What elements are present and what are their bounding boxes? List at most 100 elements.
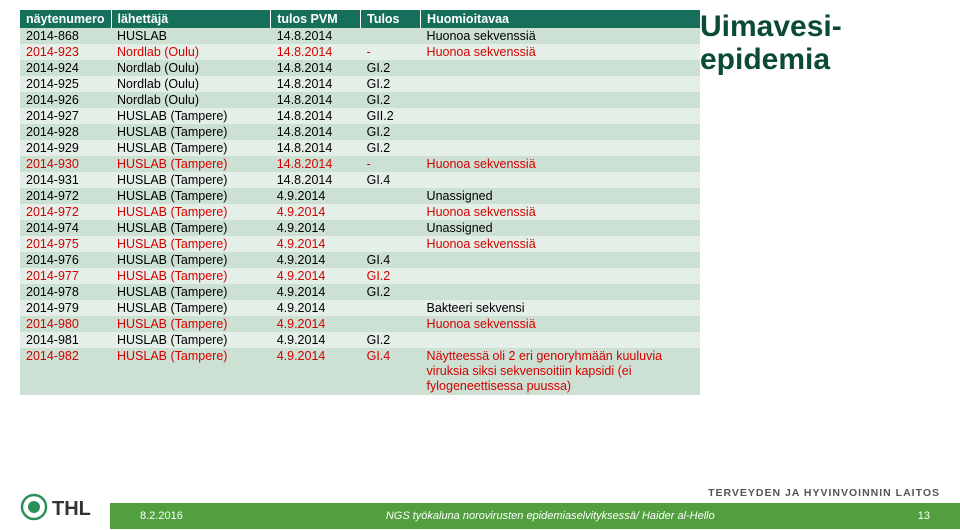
table-cell (361, 300, 421, 316)
footer-bar: 8.2.2016 NGS työkaluna norovirusten epid… (110, 503, 960, 529)
table-cell (361, 220, 421, 236)
table-cell: 2014-926 (20, 92, 111, 108)
footer-page: 13 (918, 510, 930, 522)
table-cell: HUSLAB (Tampere) (111, 172, 271, 188)
table-cell: HUSLAB (Tampere) (111, 108, 271, 124)
table-row: 2014-975HUSLAB (Tampere)4.9.2014Huonoa s… (20, 236, 700, 252)
footer-text: NGS työkaluna norovirusten epidemiaselvi… (386, 510, 715, 522)
table-cell: 2014-930 (20, 156, 111, 172)
table-row: 2014-923Nordlab (Oulu)14.8.2014-Huonoa s… (20, 44, 700, 60)
table-row: 2014-928HUSLAB (Tampere)14.8.2014GI.2 (20, 124, 700, 140)
table-cell: HUSLAB (Tampere) (111, 252, 271, 268)
table-cell (421, 252, 700, 268)
table-cell: 2014-972 (20, 188, 111, 204)
table-cell: 14.8.2014 (271, 124, 361, 140)
table-row: 2014-925Nordlab (Oulu)14.8.2014GI.2 (20, 76, 700, 92)
table-row: 2014-924Nordlab (Oulu)14.8.2014GI.2 (20, 60, 700, 76)
table-cell: 4.9.2014 (271, 284, 361, 300)
table-cell: 2014-979 (20, 300, 111, 316)
table-cell: 4.9.2014 (271, 348, 361, 395)
table-cell: Bakteeri sekvensi (421, 300, 700, 316)
table-cell: 2014-868 (20, 28, 111, 44)
table-cell: HUSLAB (Tampere) (111, 332, 271, 348)
table-cell: 2014-978 (20, 284, 111, 300)
table-cell: 4.9.2014 (271, 220, 361, 236)
table-cell: HUSLAB (Tampere) (111, 268, 271, 284)
table-cell: - (361, 156, 421, 172)
table-cell (361, 236, 421, 252)
table-cell: Huonoa sekvenssiä (421, 236, 700, 252)
table-cell (421, 108, 700, 124)
table-cell (421, 140, 700, 156)
th-tulospvm: tulos PVM (271, 10, 361, 28)
table-row: 2014-977HUSLAB (Tampere)4.9.2014GI.2 (20, 268, 700, 284)
table-cell: 2014-929 (20, 140, 111, 156)
table-cell: 2014-974 (20, 220, 111, 236)
table-cell (421, 60, 700, 76)
table-cell: Unassigned (421, 220, 700, 236)
table-row: 2014-931HUSLAB (Tampere)14.8.2014GI.4 (20, 172, 700, 188)
table-cell: GI.2 (361, 76, 421, 92)
footer-date: 8.2.2016 (140, 510, 183, 522)
table-cell: GI.2 (361, 268, 421, 284)
table-cell: GI.2 (361, 92, 421, 108)
table-row: 2014-926Nordlab (Oulu)14.8.2014GI.2 (20, 92, 700, 108)
table-cell (361, 204, 421, 220)
table-cell: 2014-928 (20, 124, 111, 140)
table-cell: Näytteessä oli 2 eri genoryhmään kuuluvi… (421, 348, 700, 395)
table-row: 2014-929HUSLAB (Tampere)14.8.2014GI.2 (20, 140, 700, 156)
table-cell: 14.8.2014 (271, 60, 361, 76)
table-cell: HUSLAB (Tampere) (111, 220, 271, 236)
table-row: 2014-980HUSLAB (Tampere)4.9.2014Huonoa s… (20, 316, 700, 332)
table-cell: 14.8.2014 (271, 44, 361, 60)
table-cell (421, 268, 700, 284)
table-cell (361, 28, 421, 44)
table-row: 2014-927HUSLAB (Tampere)14.8.2014GII.2 (20, 108, 700, 124)
table-cell (421, 284, 700, 300)
table-cell: GI.2 (361, 284, 421, 300)
table-cell: 2014-975 (20, 236, 111, 252)
table-cell: Huonoa sekvenssiä (421, 44, 700, 60)
title-line2: epidemia (700, 43, 830, 76)
table-cell: 14.8.2014 (271, 108, 361, 124)
table-cell: 4.9.2014 (271, 268, 361, 284)
table-cell: HUSLAB (Tampere) (111, 156, 271, 172)
th-naytenumero: näytenumero (20, 10, 111, 28)
table-cell (421, 172, 700, 188)
table-cell: GI.2 (361, 332, 421, 348)
table-cell (361, 188, 421, 204)
table-cell: 2014-977 (20, 268, 111, 284)
table-cell: 2014-931 (20, 172, 111, 188)
table-cell: GI.2 (361, 124, 421, 140)
table-cell: 4.9.2014 (271, 188, 361, 204)
table-cell: 4.9.2014 (271, 316, 361, 332)
title-line1: Uimavesi- (700, 10, 842, 43)
table-cell: Unassigned (421, 188, 700, 204)
table-cell: GI.4 (361, 252, 421, 268)
table-cell: 2014-927 (20, 108, 111, 124)
table-row: 2014-981HUSLAB (Tampere)4.9.2014GI.2 (20, 332, 700, 348)
table-row: 2014-978HUSLAB (Tampere)4.9.2014GI.2 (20, 284, 700, 300)
table-cell (421, 124, 700, 140)
table-cell: 14.8.2014 (271, 156, 361, 172)
table-cell: GII.2 (361, 108, 421, 124)
table-cell: Huonoa sekvenssiä (421, 28, 700, 44)
table-cell (421, 76, 700, 92)
table-cell: 4.9.2014 (271, 236, 361, 252)
table-cell: 2014-982 (20, 348, 111, 395)
table-cell: 2014-925 (20, 76, 111, 92)
table-cell: HUSLAB (Tampere) (111, 204, 271, 220)
table-cell: GI.2 (361, 140, 421, 156)
table-body: 2014-868HUSLAB14.8.2014Huonoa sekvenssiä… (20, 28, 700, 395)
table-cell: HUSLAB (Tampere) (111, 284, 271, 300)
th-huom: Huomioitavaa (421, 10, 700, 28)
table-cell: Huonoa sekvenssiä (421, 316, 700, 332)
table-row: 2014-982HUSLAB (Tampere)4.9.2014GI.4Näyt… (20, 348, 700, 395)
table-cell (421, 332, 700, 348)
table-cell: 2014-924 (20, 60, 111, 76)
table-cell: 14.8.2014 (271, 172, 361, 188)
th-tulos: Tulos (361, 10, 421, 28)
table-cell: Nordlab (Oulu) (111, 76, 271, 92)
table-row: 2014-972HUSLAB (Tampere)4.9.2014Unassign… (20, 188, 700, 204)
table-row: 2014-979HUSLAB (Tampere)4.9.2014Bakteeri… (20, 300, 700, 316)
